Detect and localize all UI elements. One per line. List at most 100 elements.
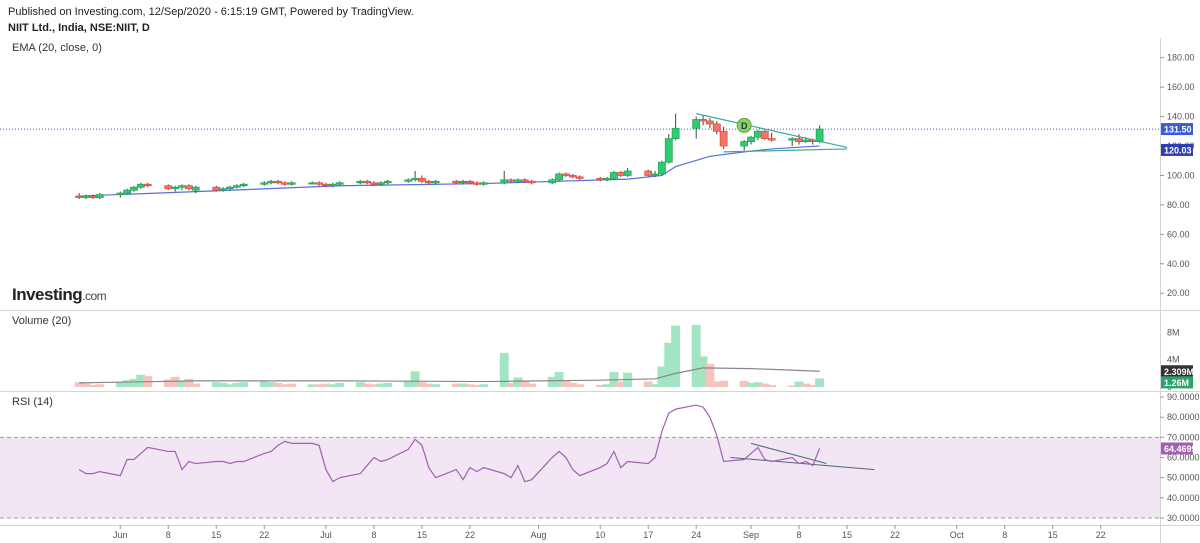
triangle-line-1 bbox=[723, 148, 848, 153]
volume-bar bbox=[136, 374, 146, 387]
volume-bar bbox=[616, 381, 626, 387]
volume-bar bbox=[122, 380, 132, 387]
rsi-line bbox=[78, 404, 821, 483]
volume-bar bbox=[554, 372, 564, 387]
candle-body bbox=[472, 182, 481, 185]
candle-body bbox=[760, 130, 769, 140]
volume-bar bbox=[314, 384, 324, 387]
volume-bars bbox=[74, 324, 825, 387]
candle-body bbox=[459, 180, 467, 184]
candle-body bbox=[603, 177, 611, 181]
time-tick-label: Jun bbox=[113, 530, 128, 540]
volume-bar bbox=[719, 380, 729, 387]
volume-bar bbox=[177, 380, 187, 387]
candle-body bbox=[88, 195, 97, 198]
candle-body bbox=[699, 119, 707, 122]
volume-bar bbox=[691, 324, 701, 387]
chart-header: Published on Investing.com, 12/Sep/2020 … bbox=[8, 5, 414, 35]
investing-logo: Investing.com bbox=[12, 285, 107, 304]
volume-bar bbox=[95, 384, 105, 387]
volume-bar bbox=[547, 376, 557, 387]
ema-line bbox=[0, 128, 1160, 197]
volume-bar bbox=[184, 378, 194, 387]
ema-indicator-label: EMA (20, close, 0) bbox=[12, 42, 102, 54]
volume-bar bbox=[671, 325, 681, 387]
triangle-line-0 bbox=[696, 113, 848, 149]
event-marker-label: D bbox=[741, 121, 748, 131]
time-tick-label: 17 bbox=[643, 530, 653, 540]
candle-body bbox=[452, 180, 461, 184]
volume-bar bbox=[767, 384, 777, 387]
volume-bar bbox=[88, 384, 98, 387]
volume-bar bbox=[81, 383, 91, 387]
time-tick-label: 22 bbox=[1096, 530, 1106, 540]
volume-bar bbox=[225, 384, 235, 387]
candle-body bbox=[719, 130, 728, 147]
volume-bar bbox=[232, 382, 242, 387]
candle-body bbox=[754, 130, 762, 138]
volume-bar bbox=[383, 382, 393, 387]
volume-bar bbox=[808, 384, 818, 387]
candle-body bbox=[562, 173, 570, 176]
candle-body bbox=[328, 183, 337, 187]
rsi-tick-label: 90.0000 bbox=[1167, 392, 1200, 402]
volume-bar bbox=[335, 382, 345, 387]
time-tick-label: 22 bbox=[465, 530, 475, 540]
volume-bar bbox=[472, 384, 482, 387]
rsi-trendline-0 bbox=[730, 456, 875, 471]
candle-body bbox=[335, 182, 344, 185]
volume-ma-tag-bg bbox=[1161, 365, 1193, 378]
volume-bar bbox=[506, 382, 516, 387]
volume-last-tag-bg bbox=[1161, 376, 1193, 389]
candle-body bbox=[123, 189, 132, 194]
volume-bar bbox=[410, 371, 420, 387]
rsi-tick-label: 50.0000 bbox=[1167, 473, 1200, 483]
time-tick-label: 24 bbox=[691, 530, 701, 540]
price-tick-label: 80.00 bbox=[1167, 200, 1190, 210]
rsi-value-tag: 64.4699 bbox=[1164, 444, 1197, 454]
volume-bar bbox=[650, 384, 660, 387]
price-tick-label: 40.00 bbox=[1167, 259, 1190, 269]
candle-body bbox=[520, 179, 529, 182]
candle-body bbox=[514, 179, 522, 182]
logo-main: Investing bbox=[12, 285, 82, 304]
candle-body bbox=[644, 170, 653, 176]
candle-body bbox=[527, 180, 536, 184]
candle-body bbox=[164, 185, 173, 190]
volume-bar bbox=[239, 382, 249, 387]
volume-bar bbox=[760, 383, 770, 387]
volume-bar bbox=[499, 352, 509, 387]
logo-suffix: .com bbox=[82, 289, 107, 303]
candle-body bbox=[267, 180, 276, 184]
axis-ticks: 20.0040.0060.0080.00100.00120.00140.0016… bbox=[113, 53, 1200, 540]
candle-body bbox=[575, 176, 584, 179]
time-tick-label: Sep bbox=[743, 530, 759, 540]
candle-body bbox=[418, 177, 426, 182]
volume-bar bbox=[170, 376, 180, 387]
volume-bar bbox=[575, 384, 585, 387]
volume-bar bbox=[211, 382, 221, 387]
candle-body bbox=[260, 182, 269, 185]
price-tick-label: 20.00 bbox=[1167, 288, 1190, 298]
candles bbox=[75, 113, 824, 199]
candle-body bbox=[767, 138, 776, 141]
volume-tick-label: 4M bbox=[1167, 355, 1180, 365]
candle-body bbox=[747, 136, 755, 142]
time-tick-label: 8 bbox=[797, 530, 802, 540]
volume-bar bbox=[794, 381, 804, 387]
candle-body bbox=[212, 186, 221, 191]
volume-bar bbox=[115, 381, 125, 387]
volume-bar bbox=[451, 383, 461, 387]
candle-body bbox=[75, 195, 84, 198]
candle-body bbox=[219, 188, 228, 191]
rsi-tick-label: 40.0000 bbox=[1167, 493, 1200, 503]
candle-body bbox=[171, 186, 180, 190]
candle-body bbox=[431, 180, 440, 184]
candle-body bbox=[226, 186, 234, 190]
volume-bar bbox=[307, 384, 317, 387]
candle-body bbox=[232, 185, 241, 188]
time-tick-label: 8 bbox=[371, 530, 376, 540]
candle-body bbox=[706, 120, 714, 125]
